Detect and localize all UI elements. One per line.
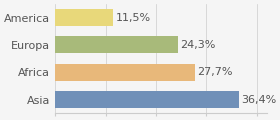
Text: 11,5%: 11,5% bbox=[116, 13, 151, 23]
Bar bbox=[55, 91, 239, 108]
Bar bbox=[55, 64, 195, 81]
Text: 36,4%: 36,4% bbox=[241, 95, 276, 105]
Bar bbox=[55, 36, 178, 53]
Text: 27,7%: 27,7% bbox=[197, 67, 233, 77]
Text: 24,3%: 24,3% bbox=[180, 40, 216, 50]
Bar bbox=[55, 9, 113, 26]
